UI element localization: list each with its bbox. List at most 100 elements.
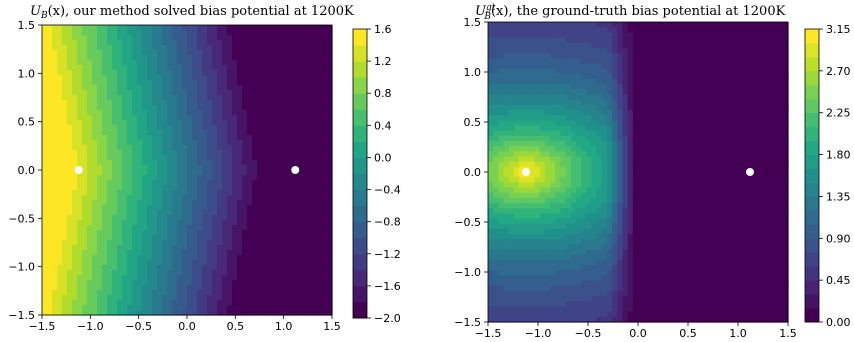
contour-cell [312, 250, 318, 256]
contour-cell [207, 155, 213, 161]
contour-cell [581, 63, 587, 70]
contour-cell [57, 270, 63, 276]
contour-cell [192, 305, 198, 311]
contour-cell [591, 135, 598, 142]
contour-cell [42, 140, 48, 146]
contour-cell [322, 30, 328, 36]
contour-cell [606, 265, 613, 271]
contour-cell [519, 254, 525, 261]
contour-cell [513, 161, 520, 168]
contour-cell [152, 125, 158, 131]
contour-cell [606, 218, 613, 225]
contour-cell [262, 30, 268, 36]
contour-cell [207, 270, 213, 276]
contour-cell [513, 301, 520, 308]
contour-cell [327, 45, 333, 51]
contour-cell [197, 310, 203, 316]
contour-cell [127, 70, 133, 76]
contour-cell [52, 175, 58, 181]
contour-cell [586, 22, 593, 28]
contour-cell [167, 250, 173, 256]
contour-cell [52, 285, 58, 291]
contour-cell [117, 165, 123, 171]
contour-cell [227, 30, 233, 36]
contour-cell [142, 60, 148, 66]
contour-cell [488, 177, 494, 183]
contour-cell [237, 220, 243, 226]
contour-cell [272, 150, 278, 156]
contour-cell [307, 110, 313, 116]
contour-cell [82, 25, 88, 31]
contour-cell [612, 290, 618, 297]
contour-cell [317, 180, 323, 186]
contour-cell [92, 210, 98, 216]
contour-cell [297, 305, 303, 311]
contour-cell [107, 75, 113, 81]
contour-cell [52, 245, 58, 251]
contour-cell [77, 150, 83, 156]
contour-cell [197, 110, 203, 116]
contour-cell [117, 125, 123, 131]
contour-cell [586, 32, 593, 39]
contour-cell [508, 99, 515, 106]
contour-cell [560, 130, 567, 137]
contour-cell [202, 255, 208, 261]
contour-cell [162, 25, 168, 31]
contour-cell [277, 85, 283, 91]
contour-cell [544, 285, 551, 292]
contour-cell [167, 55, 173, 61]
contour-cell [555, 47, 562, 54]
contour-cell [217, 65, 223, 71]
contour-cell [182, 290, 188, 296]
contour-cell [177, 65, 183, 71]
contour-cell [550, 259, 556, 266]
contour-cell [312, 135, 318, 141]
contour-cell [97, 200, 103, 206]
contour-cell [57, 200, 63, 206]
contour-cell [237, 295, 243, 301]
contour-cell [47, 35, 53, 41]
contour-cell [586, 78, 593, 85]
contour-cell [172, 75, 178, 81]
contour-cell [601, 151, 608, 158]
contour-cell [317, 295, 323, 301]
contour-cell [287, 155, 293, 161]
contour-cell [132, 105, 138, 111]
contour-cell [565, 280, 572, 287]
contour-cell [322, 245, 328, 251]
contour-cell [617, 89, 624, 96]
contour-cell [162, 135, 168, 141]
contour-cell [257, 200, 263, 206]
contour-cell [242, 185, 248, 191]
contour-cell [132, 100, 138, 106]
contour-cell [207, 305, 213, 311]
contour-cell [117, 230, 123, 236]
contour-cell [287, 285, 293, 291]
contour-cell [117, 40, 123, 46]
contour-cell [122, 90, 128, 96]
contour-cell [247, 70, 253, 76]
contour-cell [272, 300, 278, 306]
contour-cell [77, 155, 83, 161]
contour-cell [307, 235, 313, 241]
contour-cell [257, 125, 263, 131]
contour-cell [77, 90, 83, 96]
contour-cell [513, 306, 520, 313]
contour-cell [272, 135, 278, 141]
contour-cell [622, 53, 629, 59]
contour-cell [157, 170, 163, 176]
contour-cell [207, 290, 213, 296]
contour-cell [92, 285, 98, 291]
contour-cell [72, 125, 78, 131]
left-chart-title: UB(x), our method solved bias potential … [30, 4, 354, 21]
contour-cell [257, 195, 263, 201]
contour-cell [247, 100, 253, 106]
contour-cell [67, 110, 73, 116]
contour-cell [586, 280, 593, 287]
contour-cell [147, 165, 153, 171]
contour-cell [92, 220, 98, 226]
contour-cell [508, 42, 515, 49]
contour-cell [167, 230, 173, 236]
contour-cell [302, 235, 308, 241]
contour-cell [137, 110, 143, 116]
